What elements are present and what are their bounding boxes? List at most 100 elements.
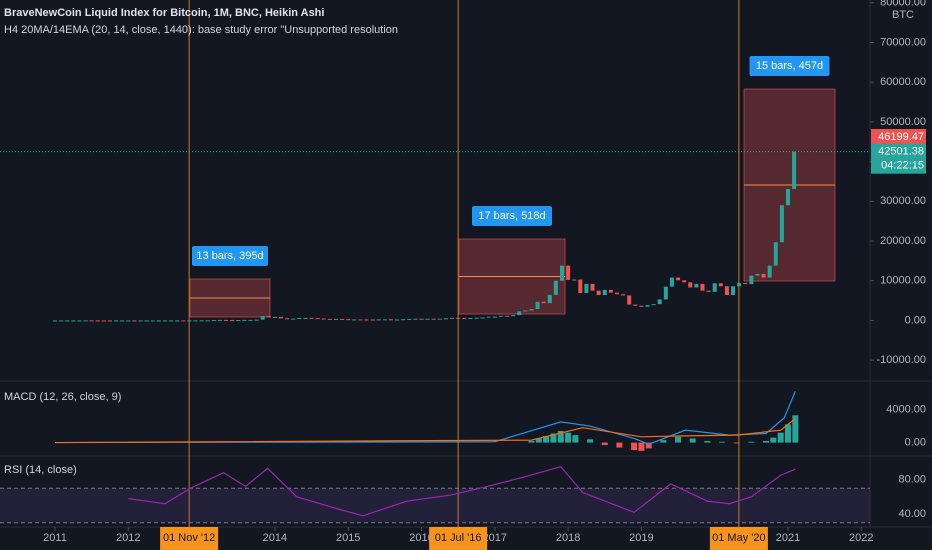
candle bbox=[401, 319, 406, 321]
y-tick-label: 80.00 bbox=[898, 473, 926, 485]
candle bbox=[498, 315, 503, 317]
candle bbox=[553, 280, 558, 295]
candle bbox=[388, 319, 393, 321]
macd-histogram-bar bbox=[572, 435, 579, 443]
candle bbox=[682, 280, 687, 283]
candle bbox=[315, 318, 320, 320]
candle bbox=[639, 305, 644, 307]
y-tick-label: 60000.00 bbox=[880, 76, 926, 88]
rsi-line bbox=[128, 465, 796, 517]
candle bbox=[120, 320, 125, 322]
rsi-title: RSI (14, close) bbox=[4, 464, 77, 476]
unit-label: BTC bbox=[892, 9, 914, 21]
x-tick-label: 2016 bbox=[409, 532, 433, 544]
candle bbox=[395, 319, 400, 321]
macd-histogram-bar bbox=[733, 442, 740, 444]
rsi-band bbox=[0, 488, 870, 523]
candle bbox=[376, 319, 381, 321]
measure-label: 15 bars, 457d bbox=[756, 60, 823, 72]
measure-label-bg bbox=[192, 246, 268, 266]
high-label: 46199.47 bbox=[878, 131, 924, 143]
candle bbox=[297, 317, 302, 319]
candle bbox=[138, 320, 143, 322]
macd-histogram-bar bbox=[601, 442, 608, 446]
measure-label: 17 bars, 518d bbox=[478, 210, 545, 222]
candle bbox=[89, 320, 94, 322]
y-tick-label: 50000.00 bbox=[880, 116, 926, 128]
last-label: 42501.38 bbox=[878, 146, 924, 158]
candle bbox=[101, 320, 106, 322]
macd-line bbox=[54, 391, 796, 445]
candle bbox=[224, 319, 229, 321]
candle bbox=[578, 279, 583, 294]
candle bbox=[53, 320, 57, 322]
title: BraveNewCoin Liquid Index for Bitcoin, 1… bbox=[4, 7, 324, 19]
candle bbox=[767, 265, 772, 278]
macd-histogram-bar bbox=[763, 440, 770, 443]
candle bbox=[492, 316, 497, 318]
candle bbox=[559, 265, 564, 281]
candle bbox=[370, 319, 375, 321]
candle bbox=[175, 320, 180, 322]
candle bbox=[712, 283, 717, 292]
candle bbox=[443, 318, 448, 320]
candle bbox=[248, 319, 253, 321]
macd-histogram-bar bbox=[631, 442, 638, 451]
candle bbox=[95, 320, 100, 322]
candle bbox=[382, 319, 387, 321]
candle bbox=[83, 320, 88, 322]
candle bbox=[737, 282, 742, 287]
candle bbox=[456, 317, 461, 319]
y-tick-label: 0.00 bbox=[905, 314, 926, 326]
candle bbox=[749, 275, 754, 285]
candle bbox=[596, 290, 601, 296]
countdown: 04:22:15 bbox=[881, 160, 924, 172]
study-error: H4 20MA/14EMA (20, 14, close, 1440): bas… bbox=[4, 24, 398, 36]
candle bbox=[77, 320, 82, 322]
candle bbox=[731, 286, 736, 296]
x-tick-label: 2014 bbox=[263, 532, 287, 544]
candle bbox=[346, 319, 351, 321]
candle bbox=[523, 310, 528, 312]
candle bbox=[566, 265, 571, 280]
candle bbox=[59, 320, 64, 322]
candle bbox=[162, 320, 167, 322]
candle bbox=[786, 189, 790, 206]
date-badge-bg bbox=[429, 527, 488, 550]
candle bbox=[260, 316, 265, 320]
candle bbox=[150, 320, 155, 322]
date-badge: 01 Jul '16 bbox=[435, 532, 482, 544]
candle bbox=[187, 320, 192, 322]
candle bbox=[132, 320, 137, 322]
candle bbox=[743, 282, 748, 285]
candle bbox=[633, 304, 638, 306]
candle bbox=[217, 319, 222, 321]
x-tick-label: 2022 bbox=[849, 532, 873, 544]
candle bbox=[303, 317, 308, 319]
candle bbox=[547, 294, 552, 304]
candle bbox=[285, 318, 290, 320]
candle bbox=[468, 318, 473, 320]
candle bbox=[279, 316, 284, 319]
candle bbox=[254, 319, 259, 321]
candle bbox=[761, 273, 766, 278]
candle bbox=[230, 319, 235, 321]
x-tick-label: 2017 bbox=[483, 532, 507, 544]
candle bbox=[584, 283, 589, 294]
candle bbox=[462, 317, 467, 319]
candle bbox=[126, 320, 131, 322]
high-badge bbox=[871, 128, 926, 145]
candle bbox=[517, 311, 522, 316]
candle bbox=[107, 320, 112, 322]
macd-histogram-bar bbox=[689, 438, 696, 443]
candle bbox=[773, 242, 778, 266]
candle bbox=[407, 318, 412, 320]
macd-histogram-bar bbox=[792, 415, 799, 443]
date-badge-bg bbox=[160, 527, 219, 550]
macd-histogram-bar bbox=[550, 433, 557, 443]
date-badge-bg bbox=[709, 527, 768, 550]
x-tick-label: 2015 bbox=[336, 532, 360, 544]
candle bbox=[694, 283, 699, 288]
candle bbox=[541, 301, 546, 304]
